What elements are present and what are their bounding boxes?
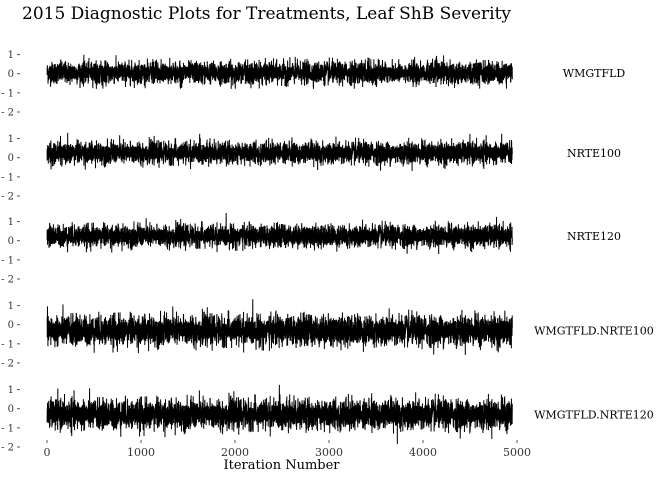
x-tick-label: 0: [44, 446, 51, 459]
trace-line-nrte120: [46, 212, 513, 255]
y-tick-label: 1: [8, 385, 14, 396]
x-tick-label: 3000: [315, 446, 343, 459]
y-tick-label: - 2: [1, 108, 14, 119]
y-tick-label: 0: [8, 404, 14, 415]
trace-line-wmgtfld-nrte120: [46, 384, 513, 445]
x-tick-label: 4000: [409, 446, 437, 459]
y-tick-label: - 1: [1, 172, 14, 183]
x-axis-label: Iteration Number: [223, 458, 340, 473]
y-tick-label: 0: [8, 236, 14, 247]
y-tick-label: - 1: [1, 423, 14, 434]
y-tick-label: - 1: [1, 88, 14, 99]
y-tick-label: - 2: [1, 443, 14, 454]
trace-line-wmgtfld: [46, 54, 513, 89]
trace-line-nrte100: [46, 132, 513, 172]
y-tick-label: - 2: [1, 275, 14, 286]
y-tick-label: - 2: [1, 192, 14, 203]
x-tick-label: 1000: [127, 446, 155, 459]
x-tick-label: 2000: [221, 446, 249, 459]
y-tick-label: 0: [8, 153, 14, 164]
y-tick-label: 1: [8, 134, 14, 145]
x-tick-label: 5000: [503, 446, 531, 459]
y-tick-label: 0: [8, 320, 14, 331]
y-tick-label: - 1: [1, 255, 14, 266]
trace-line-wmgtfld-nrte100: [46, 299, 513, 356]
y-tick-label: - 1: [1, 339, 14, 350]
panel-label: WMGTFLD.NRTE100: [534, 324, 654, 337]
y-tick-label: 1: [8, 217, 14, 228]
y-tick-label: 1: [8, 50, 14, 61]
chart-title: 2015 Diagnostic Plots for Treatments, Le…: [22, 4, 512, 24]
y-tick-label: - 2: [1, 359, 14, 370]
panel-label: NRTE120: [567, 230, 621, 243]
panel-label: WMGTFLD.NRTE120: [534, 408, 654, 421]
panel-label: NRTE100: [567, 147, 621, 160]
panel-label: WMGTFLD: [563, 67, 626, 80]
y-tick-label: 0: [8, 69, 14, 80]
y-tick-label: 1: [8, 301, 14, 312]
